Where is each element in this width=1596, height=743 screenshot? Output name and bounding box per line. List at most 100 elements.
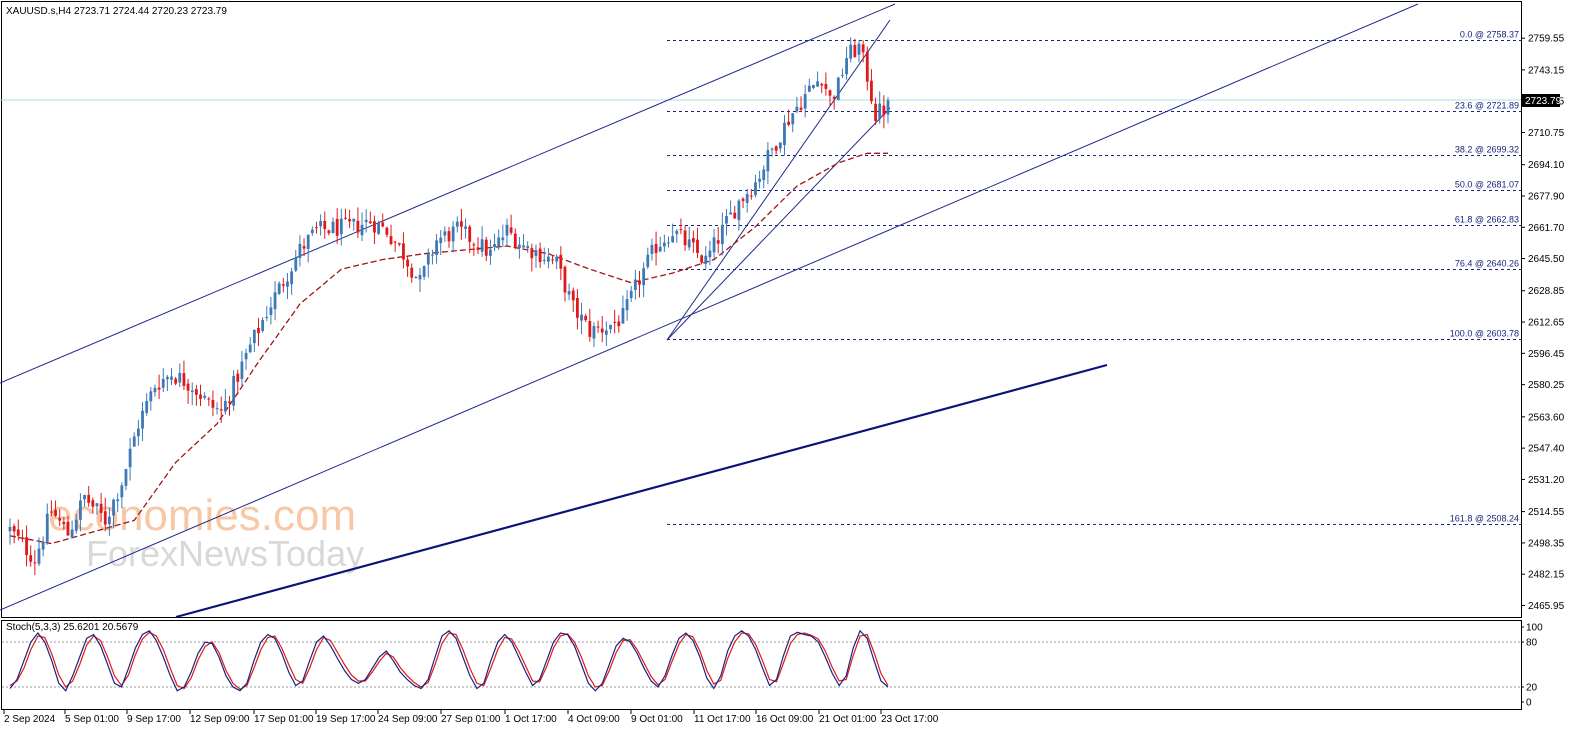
y-tick-label-11: 2580.25 — [1528, 380, 1565, 391]
stoch-axis-label-2: 20 — [1526, 683, 1538, 694]
candle-body — [443, 231, 447, 236]
candle-body — [153, 387, 157, 393]
candle-body — [509, 227, 513, 233]
candle-body — [555, 256, 559, 262]
price-axis[interactable]: 2759.552743.152726.952710.752694.102677.… — [1521, 34, 1565, 612]
candle-body — [878, 103, 882, 120]
candle-body — [600, 328, 604, 333]
x-tick-label-12: 16 Oct 09:00 — [756, 714, 814, 725]
x-tick-label-3: 12 Sep 09:00 — [190, 714, 250, 725]
candle-body — [567, 291, 571, 295]
candle-body — [613, 321, 617, 323]
candle-body — [745, 194, 749, 204]
chart-ohlc: 2723.71 2724.44 2720.23 2723.79 — [74, 6, 227, 17]
candle-body — [348, 218, 352, 222]
candle-body — [62, 522, 66, 525]
fib-level-label-6: 100.0 @ 2603.78 — [1450, 329, 1519, 339]
candle-body — [484, 239, 488, 256]
candle-body — [277, 283, 281, 294]
candle-body — [861, 44, 865, 53]
candle-body — [302, 246, 306, 249]
candle-body — [836, 77, 840, 101]
candle-body — [841, 75, 844, 77]
upper-channel-line[interactable] — [0, 3, 896, 384]
x-tick-label-7: 27 Sep 01:00 — [441, 714, 501, 725]
candle-body — [211, 400, 215, 408]
watermark-brand: economies.com — [48, 491, 356, 540]
x-tick-label-5: 19 Sep 17:00 — [316, 714, 376, 725]
long-term-trendline[interactable] — [175, 363, 1108, 619]
candle-body — [493, 244, 496, 248]
candle-body — [29, 555, 33, 562]
y-tick-label-13: 2547.40 — [1528, 444, 1565, 455]
x-tick-label-11: 11 Oct 17:00 — [694, 714, 751, 725]
short-channel-lower[interactable] — [666, 107, 891, 341]
candle-body — [145, 400, 149, 413]
x-tick-label-8: 1 Oct 17:00 — [505, 714, 557, 725]
candle-body — [244, 352, 248, 360]
y-tick-label-7: 2645.50 — [1528, 254, 1565, 265]
candle-body — [194, 389, 198, 395]
candle-body — [281, 284, 285, 286]
candle-body — [223, 400, 227, 412]
candle-body — [422, 266, 426, 277]
candle-body — [468, 226, 472, 242]
candle-body — [58, 518, 62, 521]
candle-body — [629, 290, 633, 299]
candle-body — [70, 529, 74, 538]
candle-body — [252, 329, 256, 344]
y-tick-label-10: 2596.45 — [1528, 349, 1565, 360]
candle-body — [112, 499, 115, 516]
lower-channel-line[interactable] — [0, 3, 1419, 611]
stoch-axis-label-1: 80 — [1526, 638, 1538, 649]
candle-body — [397, 242, 401, 245]
candle-body — [716, 240, 720, 244]
candle-body — [286, 281, 289, 287]
y-tick-label-4: 2694.10 — [1528, 160, 1565, 171]
candle-body — [807, 85, 811, 92]
candle-body — [633, 279, 637, 290]
candle-body — [828, 90, 832, 96]
candle-body — [505, 224, 509, 236]
trend-channels[interactable] — [0, 3, 1419, 619]
candle-body — [290, 271, 294, 285]
candle-body — [865, 51, 869, 82]
candle-body — [513, 233, 517, 248]
candle-body — [720, 224, 724, 245]
candle-body — [671, 236, 675, 243]
candle-body — [675, 230, 679, 235]
time-axis[interactable]: 2 Sep 2024 5 Sep 01:00 9 Sep 17:00 12 Sep 0… — [3, 710, 939, 725]
candle-body — [45, 513, 49, 542]
candle-body — [489, 249, 492, 256]
candle-body — [832, 96, 836, 99]
candle-body — [25, 537, 28, 555]
candle-body — [870, 80, 873, 102]
candle-body — [733, 212, 737, 219]
candle-body — [182, 373, 186, 386]
fib-level-label-4: 61.8 @ 2662.83 — [1455, 215, 1519, 225]
candle-body — [16, 529, 20, 536]
candle-body — [178, 372, 182, 383]
candle-body — [497, 237, 501, 247]
candle-body — [530, 248, 534, 259]
x-tick-label-10: 9 Oct 01:00 — [631, 714, 683, 725]
x-tick-label-2: 9 Sep 17:00 — [127, 714, 181, 725]
candle-body — [575, 297, 579, 318]
stochastic-header: Stoch(5,3,3) 25.6201 20.5679 — [6, 622, 139, 633]
candle-body — [269, 307, 273, 315]
candle-body — [853, 45, 857, 58]
fib-level-label-5: 76.4 @ 2640.26 — [1455, 259, 1519, 269]
candle-body — [617, 321, 621, 327]
candle-body — [41, 541, 45, 550]
candle-body — [265, 317, 269, 319]
candle-body — [654, 243, 658, 254]
candle-body — [725, 216, 728, 224]
y-tick-label-8: 2628.85 — [1528, 286, 1565, 297]
candle-body — [402, 243, 405, 260]
x-tick-label-14: 23 Oct 17:00 — [881, 714, 939, 725]
fibonacci-retracement[interactable]: 0.0 @ 2758.37 23.6 @ 2721.89 38.2 @ 2699.3… — [667, 30, 1521, 525]
candle-body — [190, 390, 194, 393]
short-channel-upper[interactable] — [666, 19, 891, 341]
candle-body — [522, 245, 525, 248]
